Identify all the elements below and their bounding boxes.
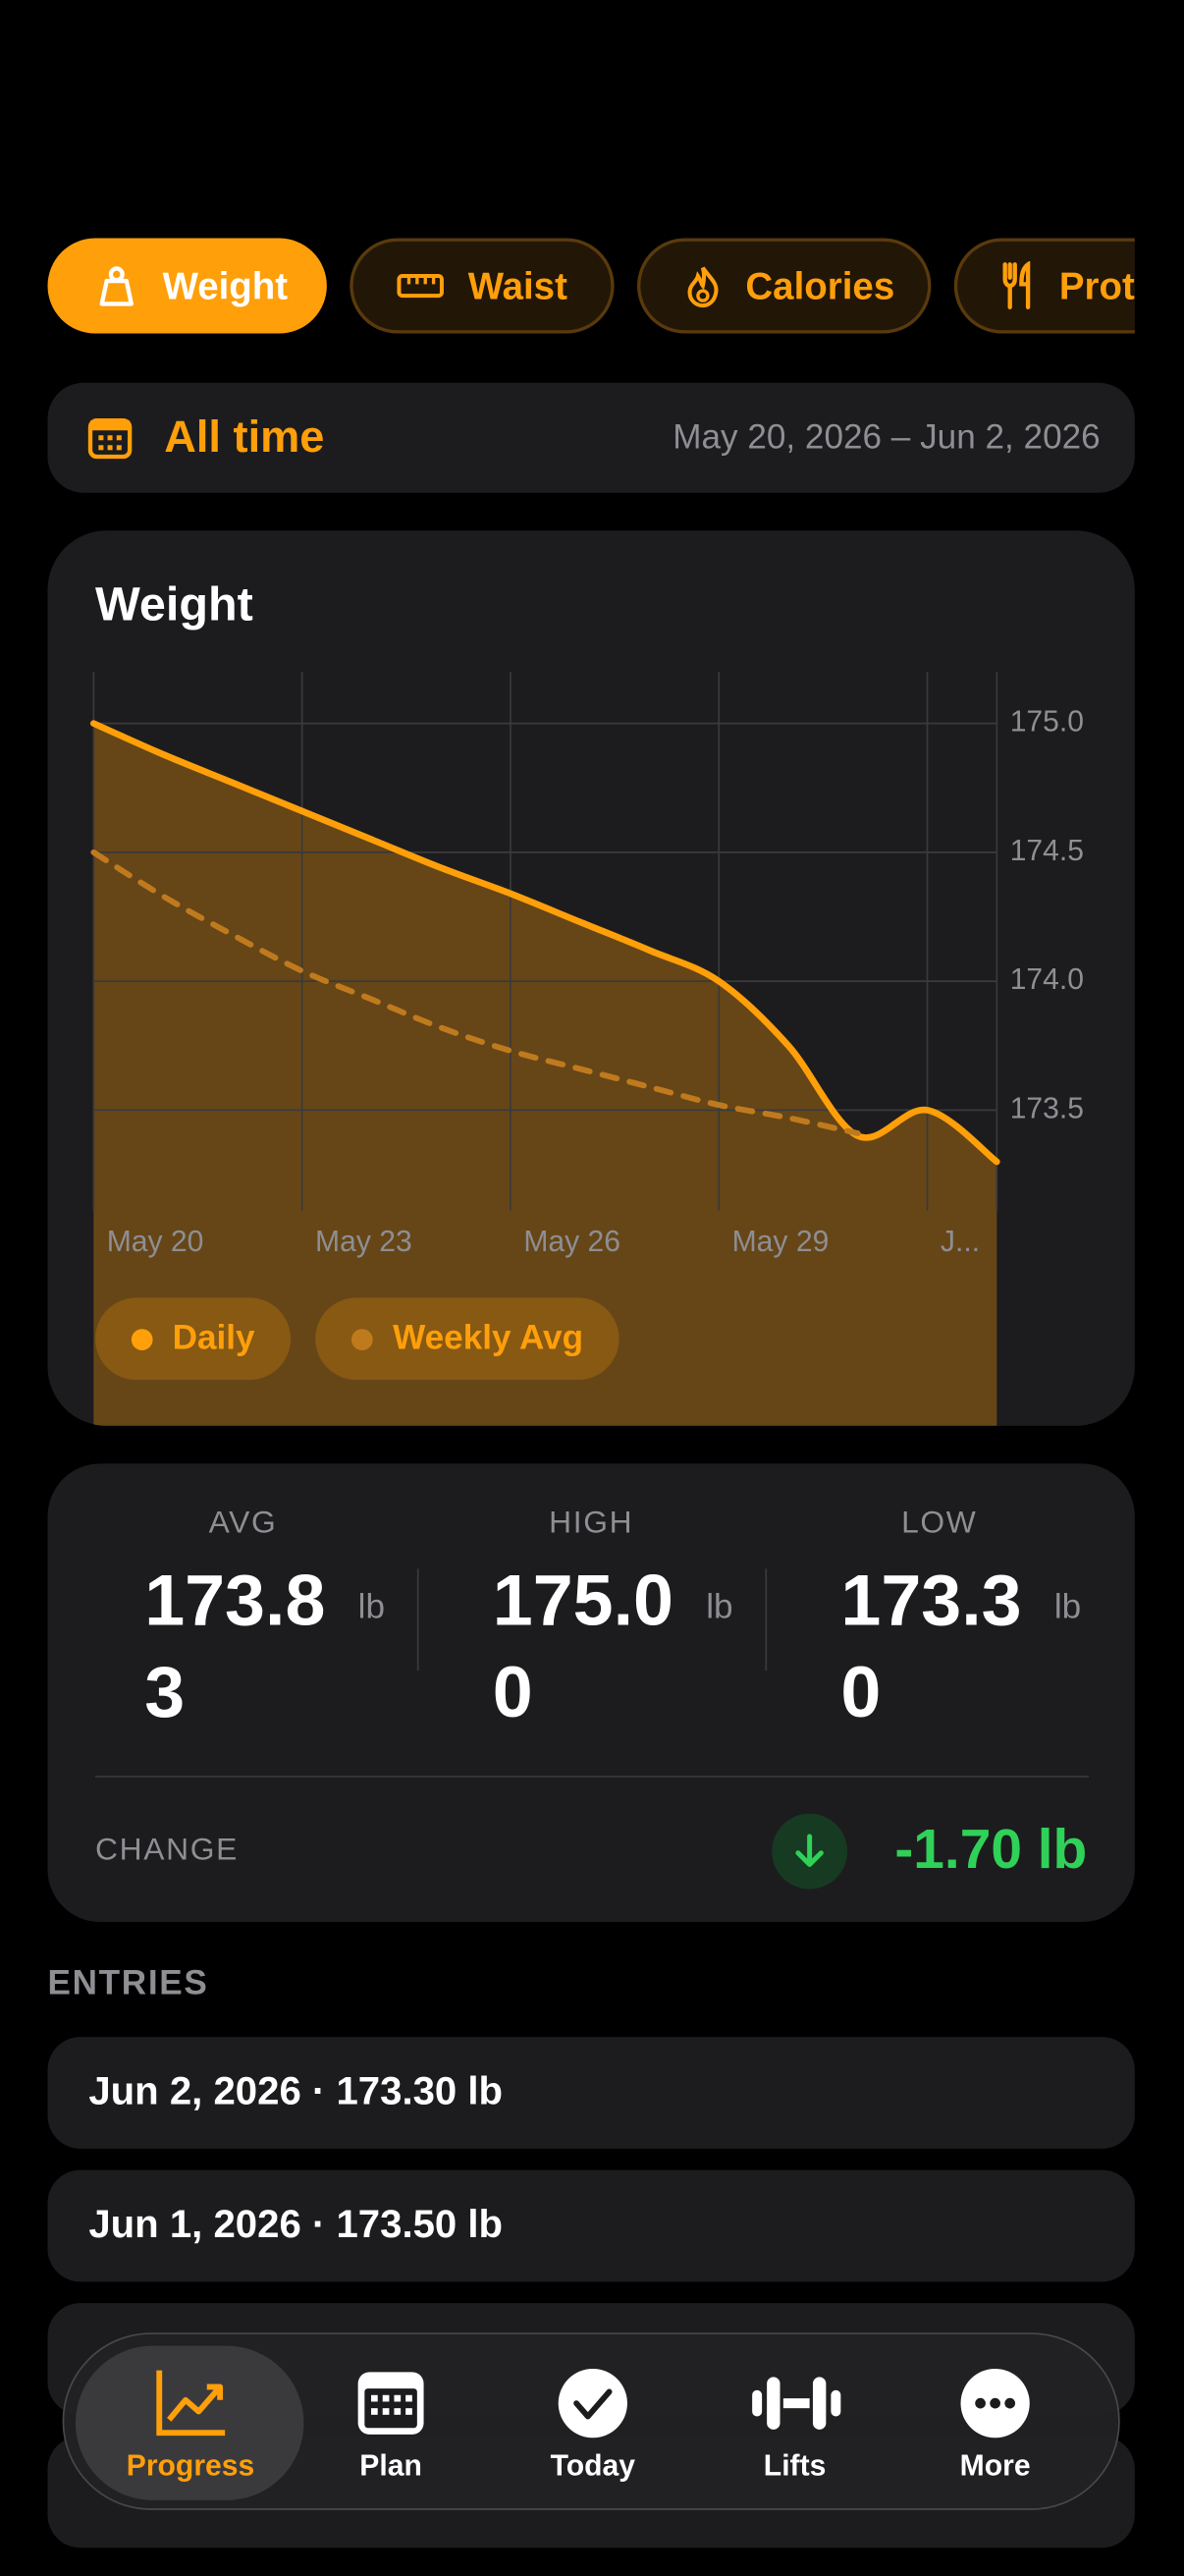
stat-label: LOW [901, 1506, 978, 1541]
ruler-icon [397, 274, 444, 299]
entry-text: Jun 1, 2026 · 173.50 lb [88, 2203, 504, 2248]
lifts-icon [752, 2377, 841, 2430]
y-tick-label: 175.0 [1010, 706, 1084, 739]
plan-icon [357, 2372, 424, 2435]
x-tick-label: May 23 [315, 1226, 412, 1258]
flame-icon [687, 266, 719, 308]
stat-unit: lb [706, 1588, 733, 1626]
legend-label: Daily [172, 1319, 255, 1357]
weight-icon [99, 266, 134, 306]
nav-label: Progress [126, 2448, 255, 2483]
entry-row[interactable]: Jun 2, 2026 · 173.30 lb [47, 2037, 1135, 2149]
x-tick-label: May 20 [107, 1226, 204, 1258]
stat-number: 173.30 [840, 1561, 1022, 1733]
stat-unit: lb [357, 1588, 386, 1626]
nav-label: Today [550, 2448, 636, 2483]
nav-item[interactable]: Today [494, 2334, 691, 2512]
tab-label: Protein [1058, 263, 1135, 306]
entries-title: ENTRIES [47, 1964, 209, 2002]
legend-label: Weekly Avg [393, 1319, 584, 1357]
change-label: CHANGE [95, 1833, 240, 1868]
tab-label: Weight [162, 263, 289, 306]
change-value: -1.70 lb [894, 1818, 1088, 1882]
stat-number: 173.83 [144, 1561, 326, 1733]
y-tick-label: 174.0 [1010, 963, 1084, 996]
nav-item[interactable]: Progress [92, 2334, 290, 2512]
tab[interactable]: Calories [636, 238, 932, 334]
range-dates: May 20, 2026 – Jun 2, 2026 [673, 418, 1101, 458]
entry-row[interactable]: Jun 1, 2026 · 173.50 lb [47, 2169, 1135, 2282]
more-icon [960, 2369, 1030, 2439]
y-tick-label: 173.5 [1010, 1092, 1084, 1124]
stat-label: HIGH [549, 1506, 634, 1541]
tab[interactable]: Weight [47, 238, 327, 334]
nav-label: Plan [359, 2448, 422, 2483]
stat-unit: lb [1053, 1588, 1082, 1626]
stats-card: AVG 173.83 lb HIGH 175.00 lb LOW 173.30 lb CHANG… [47, 1463, 1135, 1923]
active-indicator [75, 2345, 304, 2500]
stat-value: 173.83 lb [144, 1556, 385, 1739]
tab-label: Waist [467, 263, 567, 306]
y-tick-label: 174.5 [1010, 835, 1084, 867]
metric-tabs: Weight Waist Calories Protein [47, 238, 1135, 341]
chart-title: Weight [95, 578, 253, 631]
stat-value: 173.30 lb [840, 1556, 1081, 1739]
stat-value: 175.00 lb [493, 1556, 733, 1739]
tab-label: Calories [745, 263, 895, 306]
fork-icon [1002, 260, 1031, 309]
entry-text: Jun 2, 2026 · 173.30 lb [88, 2069, 504, 2114]
nav-item[interactable]: Lifts [696, 2334, 893, 2512]
progress-icon [156, 2370, 226, 2437]
stat-number: 175.00 [492, 1561, 673, 1733]
range-label: All time [164, 411, 325, 463]
legend: Daily Weekly Avg [95, 1297, 619, 1381]
legend-item: Daily [95, 1297, 292, 1381]
today-icon [558, 2369, 627, 2439]
nav-item[interactable]: Plan [293, 2334, 490, 2512]
x-tick-label: J... [941, 1226, 980, 1258]
legend-dot [351, 1328, 374, 1350]
x-tick-label: May 26 [523, 1226, 620, 1258]
tab-bar: Progress Plan Today Lifts More [62, 2332, 1120, 2512]
x-tick-label: May 29 [732, 1226, 830, 1258]
nav-item[interactable]: More [896, 2334, 1094, 2512]
chart: Weight 173.5 174.0 174.5 175.0 May 20 May 23 M… [89, 578, 1084, 1426]
divider [95, 1776, 1089, 1778]
tab[interactable]: Waist [350, 238, 615, 334]
nav-label: Lifts [763, 2448, 827, 2483]
down-icon [772, 1813, 848, 1890]
area [93, 723, 997, 1426]
legend-item: Weekly Avg [315, 1297, 619, 1381]
chart-card: Weight 173.5 174.0 174.5 175.0 May 20 May 23 M… [47, 530, 1135, 1426]
series-line [90, 849, 861, 1136]
tab[interactable]: Protein [953, 238, 1135, 334]
calendar-icon [87, 418, 133, 460]
divider [765, 1568, 768, 1672]
divider [416, 1568, 419, 1672]
stat-label: AVG [208, 1506, 278, 1541]
date-range[interactable]: All time May 20, 2026 – Jun 2, 2026 [47, 382, 1135, 493]
nav-label: More [959, 2448, 1031, 2483]
legend-dot [131, 1328, 153, 1350]
